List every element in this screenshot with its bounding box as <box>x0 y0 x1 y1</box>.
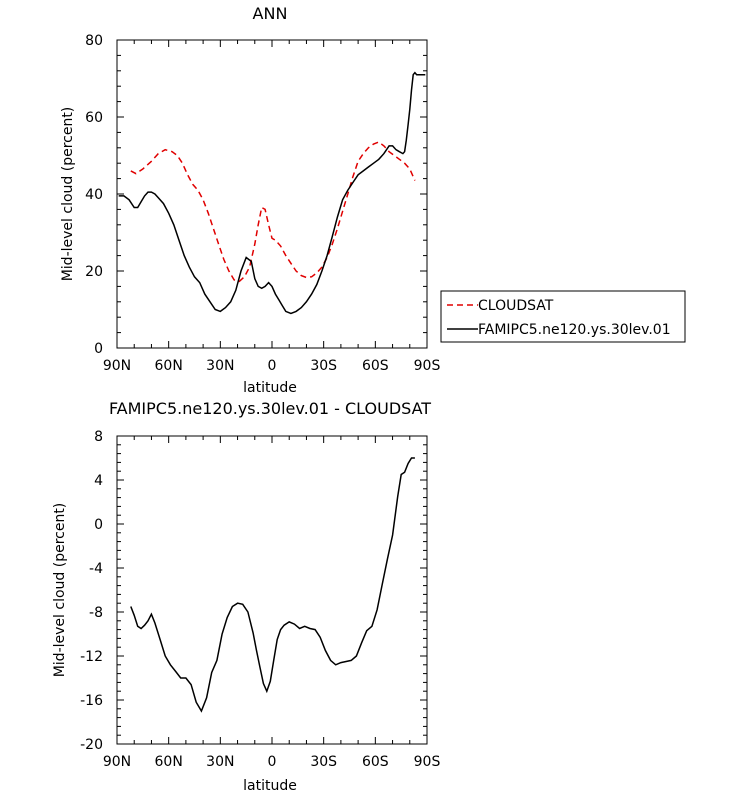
series-line-famipc5 <box>118 71 426 315</box>
x-tick-label: 90S <box>414 754 441 770</box>
legend-box <box>440 290 686 343</box>
legend-label-famipc5: FAMIPC5.ne120.ys.30lev.01 <box>478 322 671 338</box>
x-tick-label: 60S <box>362 754 389 770</box>
legend: CLOUDSAT FAMIPC5.ne120.ys.30lev.01 <box>440 290 686 343</box>
x-tick-label: 60N <box>155 754 183 770</box>
y-tick-label: 20 <box>85 264 103 280</box>
top-panel: ANN 90N 60N 30N 0 30S 60S 90S 0 20 40 60… <box>60 4 686 396</box>
y-tick-label: 0 <box>94 517 103 533</box>
top-series-group <box>118 71 426 315</box>
series-line-difference <box>130 457 415 713</box>
top-plot-frame <box>116 39 428 349</box>
y-tick-label: -12 <box>80 649 103 665</box>
top-x-tick-labels: 90N 60N 30N 0 30S 60S 90S <box>103 358 441 374</box>
bottom-series-group <box>130 457 415 713</box>
legend-label-cloudsat: CLOUDSAT <box>478 298 554 314</box>
x-tick-label: 90N <box>103 754 131 770</box>
bottom-y-axis-label: Mid-level cloud (percent) <box>52 503 68 678</box>
y-tick-label: 60 <box>85 110 103 126</box>
x-tick-label: 30S <box>310 358 337 374</box>
x-tick-label: 30N <box>206 754 234 770</box>
x-tick-label: 30S <box>310 754 337 770</box>
top-axis-ticks <box>116 39 428 349</box>
y-tick-label: -4 <box>89 561 103 577</box>
y-tick-label: -20 <box>80 737 103 753</box>
y-tick-label: 8 <box>94 429 103 445</box>
top-y-axis-label: Mid-level cloud (percent) <box>60 107 76 282</box>
y-tick-label: 80 <box>85 33 103 49</box>
bottom-axis-ticks <box>116 435 428 745</box>
y-tick-label: 40 <box>85 187 103 203</box>
bottom-panel: FAMIPC5.ne120.ys.30lev.01 - CLOUDSAT 90N… <box>52 399 440 794</box>
top-y-tick-labels: 0 20 40 60 80 <box>85 33 103 357</box>
series-line-cloudsat <box>130 141 416 283</box>
x-tick-label: 30N <box>206 358 234 374</box>
x-tick-label: 90S <box>414 358 441 374</box>
y-tick-label: -8 <box>89 605 103 621</box>
top-chart-title: ANN <box>253 4 288 23</box>
x-tick-label: 0 <box>268 754 277 770</box>
y-tick-label: -16 <box>80 693 103 709</box>
x-tick-label: 90N <box>103 358 131 374</box>
bottom-chart-title: FAMIPC5.ne120.ys.30lev.01 - CLOUDSAT <box>109 399 431 418</box>
bottom-x-axis-label: latitude <box>243 778 297 794</box>
x-tick-label: 60N <box>155 358 183 374</box>
y-tick-label: 0 <box>94 341 103 357</box>
bottom-x-tick-labels: 90N 60N 30N 0 30S 60S 90S <box>103 754 441 770</box>
x-tick-label: 60S <box>362 358 389 374</box>
y-tick-label: 4 <box>94 473 103 489</box>
top-x-axis-label: latitude <box>243 380 297 396</box>
bottom-y-tick-labels: -20 -16 -12 -8 -4 0 4 8 <box>80 429 103 753</box>
x-tick-label: 0 <box>268 358 277 374</box>
